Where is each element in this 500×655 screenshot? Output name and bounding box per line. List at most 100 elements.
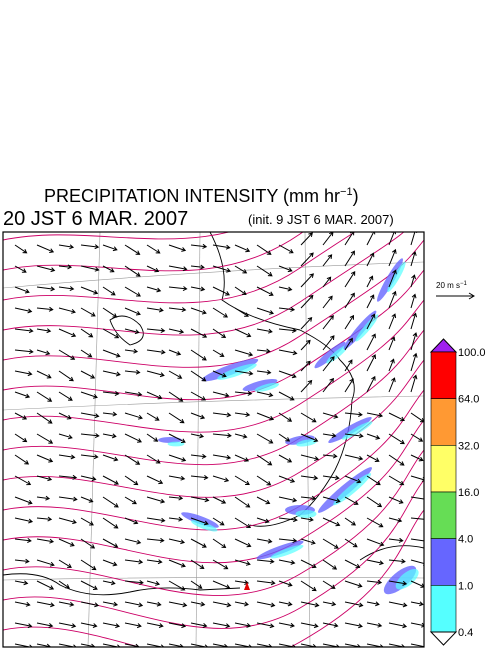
wind-arrow <box>410 454 424 462</box>
map-frame <box>2 231 425 648</box>
wind-arrow <box>36 391 53 402</box>
wind-arrow <box>36 244 55 253</box>
wind-arrow <box>410 622 424 628</box>
wind-arrow <box>256 496 271 505</box>
wind-arrow <box>190 307 207 315</box>
wind-arrow <box>322 559 338 570</box>
wind-arrow <box>234 370 254 376</box>
wind-arrow <box>168 349 182 356</box>
wind-arrow <box>58 517 77 525</box>
wind-arrow <box>124 475 139 486</box>
wind-arrow <box>168 622 187 629</box>
wind-arrow <box>212 496 227 504</box>
wind-arrow <box>58 286 75 292</box>
wind-arrow <box>344 433 364 439</box>
wind-arrow <box>14 412 28 420</box>
wind-arrow <box>36 538 55 544</box>
wind-arrow <box>58 474 78 480</box>
wind-arrow <box>124 348 139 354</box>
wind-arrow <box>300 559 317 569</box>
wind-arrow <box>190 370 207 382</box>
wind-arrow <box>300 622 319 629</box>
wind-arrow <box>102 286 116 296</box>
wind-arrow <box>168 601 188 608</box>
wind-arrow <box>344 517 357 526</box>
wind-arrow <box>256 265 273 277</box>
isobar <box>3 329 424 466</box>
wind-arrow <box>14 538 32 543</box>
precip-patch <box>285 435 315 445</box>
wind-arrow <box>212 580 231 589</box>
wind-arrow <box>168 454 187 462</box>
wind-arrow <box>36 370 52 379</box>
wind-arrow <box>366 517 384 528</box>
wind-arrow <box>344 496 359 505</box>
wind-arrow <box>300 232 313 246</box>
wind-arrow <box>124 454 141 465</box>
wind-arrow <box>344 622 363 629</box>
colorbar-label: 64.0 <box>458 394 479 406</box>
wind-arrow <box>146 537 165 543</box>
wind-arrow <box>366 294 375 309</box>
wind-arrow <box>36 412 53 424</box>
wind-arrow <box>58 244 75 250</box>
wind-arrow <box>234 349 254 357</box>
wind-arrow <box>102 538 119 548</box>
wind-arrow <box>256 369 272 375</box>
precip-patch <box>191 520 218 532</box>
wind-arrow <box>300 294 314 309</box>
wind-arrow <box>168 495 184 501</box>
wind-arrow <box>256 475 272 486</box>
wind-arrow <box>58 454 76 460</box>
wind-arrow <box>300 316 313 330</box>
colorbar: 100.0 64.0 32.0 16.0 4.0 1.0 0.4 <box>429 338 486 646</box>
wind-arrow <box>212 286 230 296</box>
wind-arrow <box>168 580 186 591</box>
precip-patch <box>167 441 185 447</box>
wind-arrow <box>14 265 27 273</box>
wind-arrow <box>14 370 33 377</box>
wind-arrow <box>58 412 72 420</box>
wind-arrow <box>14 244 28 254</box>
wind-arrow <box>124 517 139 525</box>
wind-arrow <box>322 295 333 309</box>
wind-arrow <box>344 412 363 417</box>
wind-arrow <box>234 433 248 439</box>
wind-arrow <box>322 496 341 504</box>
title-close: ) <box>353 186 359 206</box>
colorbar-label: 100.0 <box>458 347 486 359</box>
wind-arrow <box>168 286 188 292</box>
wind-arrow <box>278 559 296 565</box>
wind-reference-text: 20 m s <box>436 281 460 290</box>
wind-arrow <box>212 391 230 398</box>
wind-arrow <box>322 622 339 628</box>
wind-arrow <box>36 454 54 463</box>
wind-arrow <box>388 358 395 372</box>
wind-arrow <box>366 232 376 246</box>
wind-arrow <box>388 290 397 309</box>
wind-arrow <box>410 232 418 246</box>
wind-vectors <box>14 232 424 647</box>
wind-arrow <box>388 232 396 246</box>
wind-arrow <box>278 601 293 607</box>
wind-arrow <box>190 412 206 420</box>
wind-arrow <box>344 475 362 484</box>
wind-arrow <box>14 643 33 647</box>
wind-arrow <box>256 580 276 586</box>
wind-arrow <box>234 307 249 317</box>
wind-arrow <box>388 412 405 422</box>
colorbar-label: 16.0 <box>458 487 479 499</box>
wind-arrow <box>190 622 208 628</box>
wind-arrow <box>146 601 162 607</box>
wind-arrow <box>300 495 317 501</box>
wind-arrow <box>300 538 316 545</box>
wind-arrow <box>366 433 381 440</box>
wind-arrow <box>14 391 31 399</box>
wind-arrow <box>146 496 166 504</box>
wind-arrow <box>14 349 34 355</box>
wind-arrow <box>36 559 55 567</box>
colorbar-segment <box>430 538 457 586</box>
wind-arrow <box>322 377 335 393</box>
wind-arrow <box>234 538 252 548</box>
wind-arrow <box>102 580 116 586</box>
